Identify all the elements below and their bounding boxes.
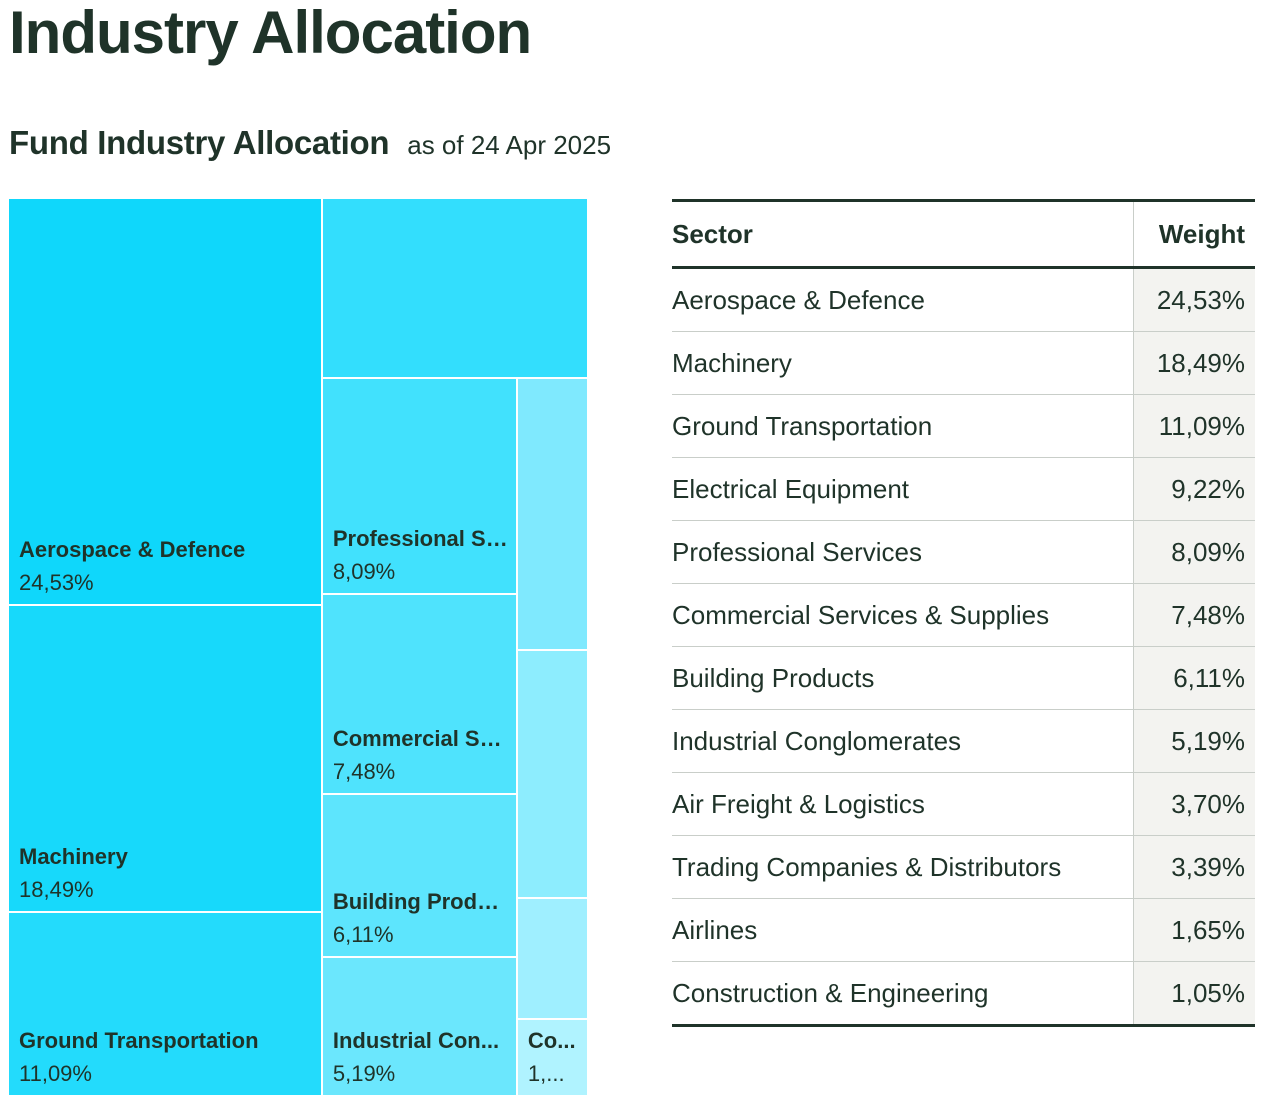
table-row: Electrical Equipment 9,22% <box>672 457 1255 521</box>
sector-cell: Electrical Equipment <box>672 457 1134 521</box>
weight-cell: 6,11% <box>1133 646 1255 710</box>
weight-cell: 1,65% <box>1133 898 1255 962</box>
tile-label-group: Commercial Services & Supplies 7,48% <box>333 721 510 787</box>
treemap-tile-electrical-equipment[interactable] <box>322 199 589 380</box>
tile-label-group: Ground Transportation 11,09% <box>19 1023 315 1089</box>
sector-column-header: Sector <box>672 200 1134 269</box>
weight-cell: 8,09% <box>1133 520 1255 584</box>
table-row: Ground Transportation 11,09% <box>672 394 1255 458</box>
tile-value: 11,09% <box>19 1060 92 1086</box>
industry-treemap: Aerospace & Defence 24,53% Machinery 18,49%… <box>9 199 589 1097</box>
tile-value: 8,09% <box>332 559 396 585</box>
tile-value: 1,... <box>527 1060 565 1086</box>
treemap-tile-machinery[interactable]: Machinery 18,49% <box>9 606 323 913</box>
sector-cell: Building Products <box>672 646 1134 710</box>
sector-cell: Industrial Conglomerates <box>672 709 1134 773</box>
tile-label: Machinery <box>19 843 128 869</box>
sector-cell: Air Freight & Logistics <box>672 772 1134 836</box>
tile-label: Industrial Con... <box>332 1027 500 1053</box>
weight-cell: 5,19% <box>1133 709 1255 773</box>
treemap-tile-industrial-conglomerates[interactable]: Industrial Con... 5,19% <box>322 958 518 1097</box>
page-title: Industry Allocation <box>9 0 532 66</box>
table-row: Building Products 6,11% <box>672 646 1255 710</box>
sector-cell: Machinery <box>672 331 1134 395</box>
tile-value: 5,19% <box>332 1060 396 1086</box>
sector-cell: Construction & Engineering <box>672 961 1134 1026</box>
tile-label-group: Professional Services 8,09% <box>333 521 510 587</box>
weight-cell: 7,48% <box>1133 583 1255 647</box>
as-of-date: as of 24 Apr 2025 <box>407 130 612 160</box>
table-row: Airlines 1,65% <box>672 898 1255 962</box>
tile-label: Co... <box>527 1027 576 1053</box>
treemap-tile-construction-and-engineering[interactable]: Co... 1,... <box>517 1020 589 1097</box>
table-row: Professional Services 8,09% <box>672 520 1255 584</box>
weight-cell: 18,49% <box>1133 331 1255 395</box>
table-row: Machinery 18,49% <box>672 331 1255 395</box>
table-row: Commercial Services & Supplies 7,48% <box>672 583 1255 647</box>
tile-value: 24,53% <box>19 570 94 596</box>
weight-cell: 3,70% <box>1133 772 1255 836</box>
treemap-tile-commercial-services-and-supplies[interactable]: Commercial Services & Supplies 7,48% <box>322 595 518 796</box>
section-title: Fund Industry Allocation <box>9 124 390 161</box>
treemap-tile-aerospace-and-defence[interactable]: Aerospace & Defence 24,53% <box>9 199 323 607</box>
weight-cell: 11,09% <box>1133 394 1255 458</box>
table-row: Aerospace & Defence 24,53% <box>672 267 1255 332</box>
table-row: Trading Companies & Distributors 3,39% <box>672 835 1255 899</box>
table-header-row: Sector Weight <box>672 200 1255 269</box>
table-row: Construction & Engineering 1,05% <box>672 961 1255 1026</box>
tile-label-group: Machinery 18,49% <box>19 839 315 905</box>
treemap-tile-professional-services[interactable]: Professional Services 8,09% <box>322 379 518 596</box>
tile-value: 18,49% <box>19 876 94 902</box>
sector-cell: Airlines <box>672 898 1134 962</box>
treemap-tile-air-freight-and-logistics[interactable] <box>517 379 589 651</box>
weight-cell: 3,39% <box>1133 835 1255 899</box>
allocation-table: Sector Weight Aerospace & Defence 24,53% M… <box>672 199 1255 1027</box>
section-header: Fund Industry Allocation as of 24 Apr 20… <box>9 124 611 162</box>
tile-value: 7,48% <box>332 759 396 785</box>
treemap-tile-airlines[interactable] <box>517 899 589 1021</box>
weight-cell: 9,22% <box>1133 457 1255 521</box>
tile-label: Building Products <box>332 889 510 915</box>
treemap-tile-building-products[interactable]: Building Products 6,11% <box>322 795 518 959</box>
sector-cell: Commercial Services & Supplies <box>672 583 1134 647</box>
tile-label: Ground Transportation <box>19 1027 259 1053</box>
tile-label-group: Co... 1,... <box>528 1023 581 1089</box>
sector-cell: Aerospace & Defence <box>672 267 1134 332</box>
table-body: Aerospace & Defence 24,53% Machinery 18,49%… <box>672 267 1255 1026</box>
tile-label-group: Aerospace & Defence 24,53% <box>19 532 315 598</box>
sector-cell: Professional Services <box>672 520 1134 584</box>
tile-label-group: Building Products 6,11% <box>333 884 510 950</box>
tile-label: Professional Services <box>332 526 510 552</box>
treemap-tile-ground-transportation[interactable]: Ground Transportation 11,09% <box>9 912 323 1097</box>
weight-column-header: Weight <box>1133 200 1255 269</box>
tile-label: Commercial Services & Supplies <box>332 726 510 752</box>
tile-value: 6,11% <box>332 922 394 948</box>
table-row: Industrial Conglomerates 5,19% <box>672 709 1255 773</box>
tile-label: Aerospace & Defence <box>19 537 246 563</box>
treemap-tile-trading-companies-and-distributors[interactable] <box>517 650 589 900</box>
sector-cell: Trading Companies & Distributors <box>672 835 1134 899</box>
sector-cell: Ground Transportation <box>672 394 1134 458</box>
table-row: Air Freight & Logistics 3,70% <box>672 772 1255 836</box>
weight-cell: 1,05% <box>1133 961 1255 1026</box>
tile-label-group: Industrial Con... 5,19% <box>333 1023 510 1089</box>
weight-cell: 24,53% <box>1133 267 1255 332</box>
